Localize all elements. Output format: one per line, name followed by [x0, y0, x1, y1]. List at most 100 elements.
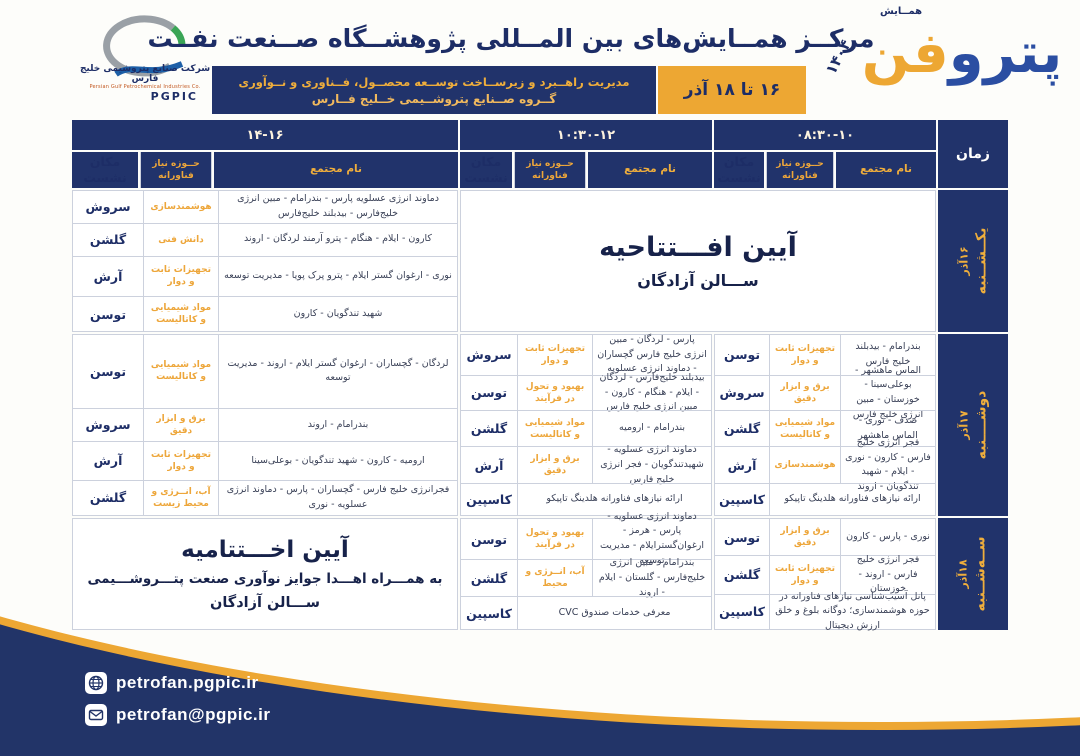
subheader-1416: نام مجتمع حــوزه نیاز فناورانه مکان نشست — [72, 152, 458, 188]
need-cell: مواد شیمیایی و کاتالیست — [143, 335, 219, 408]
venue-cell: سروش — [719, 385, 765, 401]
table-row: لردگان - گچساران - ارغوان گستر ایلام - ا… — [73, 335, 457, 408]
venue-cell: توسن — [470, 531, 508, 547]
day-name: ســه‌شــنبه — [973, 536, 989, 612]
col-header-venue: مکان نشست — [460, 152, 512, 188]
need-cell: تجهیزات ثابت و دوار — [143, 442, 219, 480]
venue-cell: گلشن — [470, 570, 508, 586]
complex-cell: فجر انرژی خلیج فارس - اروند - خوزستان — [856, 553, 920, 595]
need-cell: بهبود و تحول در فرآیند — [517, 519, 593, 560]
day-name: یکــشــنبه — [973, 227, 989, 295]
venue-cell: کاسپین — [715, 484, 770, 515]
ceremony-title: آیین اخـــتتامیه — [181, 537, 349, 563]
pgpic-abbr: PGPIC — [150, 90, 198, 103]
petrofan-logo: همــایش ۱۴۰۴ پتروفن — [812, 0, 1074, 118]
table-row: شهید تندگویان - کارون مواد شیمیایی و کات… — [73, 296, 457, 332]
schedule-block-day2-1030: پارس - لردگان - مبین انرژی خلیج فارس گچس… — [460, 334, 712, 516]
schedule-block-day3-0830: نوری - پارس - کارون برق و ابزار دقیق توس… — [714, 518, 936, 632]
venue-cell: آرش — [93, 453, 123, 469]
venue-cell: سروش — [85, 199, 131, 215]
complex-cell: فجرانرژی خلیج فارس - گچساران - پارس - دم… — [226, 484, 450, 510]
need-cell: تجهیزات ثابت و دوار — [143, 256, 219, 297]
venue-cell: گلشن — [89, 490, 127, 506]
table-row: الماس ماهشهر - بوعلی‌سینا - خوزستان - مب… — [715, 365, 935, 420]
date-badge: ۱۶ تا ۱۸ آذر — [658, 66, 806, 114]
subtitle-line1: مدیریت راهــبرد و زیرســاخت توســعه محصـ… — [238, 74, 630, 89]
event-name: پتروفن — [852, 18, 1072, 91]
pgpic-logo: شرکت صنایع پتروشیمی خلیج فارس Persian Gu… — [78, 14, 212, 114]
footer-links: petrofan.pgpic.ir petrofan@pgpic.ir — [85, 672, 270, 726]
col-header-need: حــوزه نیاز فناورانه — [140, 152, 212, 188]
schedule-block-day1-1416: دماوند انرژی عسلویه پارس - بندرامام - مب… — [72, 190, 458, 332]
day-date: ۱۷آذر — [957, 410, 970, 440]
need-cell: هوشمندسازی — [143, 191, 219, 223]
ceremony-subtitle: به همـــراه اهـــدا جوایز نوآوری صنعت پت… — [87, 571, 443, 587]
need-cell: تجهیزات ثابت و دوار — [769, 556, 841, 594]
need-cell: تجهیزات ثابت و دوار — [769, 335, 841, 375]
table-row: فجر انرژی خلیج فارس - اروند - خوزستان تج… — [715, 553, 935, 595]
ceremony-title: آیین افـــتتاحیه — [599, 232, 797, 263]
table-row: فجرانرژی خلیج فارس - گچساران - پارس - دم… — [73, 479, 457, 515]
table-row: بندرامام - ارومیه مواد شیمیایی و کاتالیس… — [461, 410, 711, 447]
event-year: ۱۴۰۴ — [821, 36, 855, 78]
table-row: ارومیه - کارون - شهید تندگویان - بوعلی‌س… — [73, 441, 457, 480]
day-date: ۱۶آذر — [957, 246, 970, 276]
col-header-complex: نام مجتمع — [214, 152, 458, 188]
complex-cell: بندرامام - اروند — [307, 418, 369, 430]
pgpic-name-fa: شرکت صنایع پتروشیمی خلیج فارس — [79, 64, 211, 84]
table-row: بندرامام - مبین انرژی خلیج‌فارس - گلستان… — [461, 557, 711, 598]
venue-cell: گلشن — [89, 232, 127, 248]
day-label-monday: ۱۷آذر دوشــــنبه — [938, 334, 1008, 516]
table-row: دماوند انرژی عسلویه - شهیدتندگویان - فجر… — [461, 444, 711, 485]
venue-cell: سروش — [466, 347, 512, 363]
venue-cell: آرش — [474, 457, 504, 473]
col-header-complex: نام مجتمع — [836, 152, 936, 188]
time-block-0830: ۰۸:۳۰-۱۰ — [714, 120, 936, 150]
need-cell: مواد شیمیایی و کاتالیست — [517, 411, 593, 447]
table-row: نوری - پارس - کارون برق و ابزار دقیق توس… — [715, 519, 935, 556]
complex-cell: لردگان - گچساران - ارغوان گستر ایلام - ا… — [227, 357, 449, 384]
globe-icon — [85, 672, 107, 694]
need-cell: بهبود و تحول در فرآیند — [517, 375, 593, 411]
wide-cell: ارائه نیازهای فناورانه هلدینگ تاپیکو — [784, 493, 921, 505]
venue-cell: کاسپین — [461, 484, 518, 515]
day-name: دوشــــنبه — [973, 390, 989, 460]
need-cell: برق و ابزار دقیق — [517, 447, 593, 484]
need-cell: دانش فنی — [143, 223, 219, 256]
complex-cell: بیدبلند خلیج‌فارس - لردگان - ایلام - هنگ… — [599, 371, 705, 413]
venue-cell: کاسپین — [715, 594, 770, 629]
pgpic-logo-mark — [103, 15, 186, 77]
subheader-0830: نام مجتمع حــوزه نیاز فناورانه مکان نشست — [714, 152, 936, 188]
day-date: ۱۸آذر — [957, 559, 970, 589]
venue-cell: توسن — [723, 529, 761, 545]
need-cell: مواد شیمیایی و کاتالیست — [769, 411, 841, 447]
schedule-table: زمان ۰۸:۳۰-۱۰ ۱۰:۳۰-۱۲ ۱۴-۱۶ نام مجتمع ح… — [72, 120, 1008, 632]
complex-cell: دماوند انرژی عسلویه - شهیدتندگویان - فجر… — [600, 444, 704, 485]
schedule-block-day2-0830: بندرامام - بیدبلند خلیج فارس تجهیزات ثاب… — [714, 334, 936, 516]
table-row: دماوند انرژی عسلویه - پارس - هرمز - ارغو… — [461, 511, 711, 566]
complex-cell: پارس - لردگان - مبین انرژی خلیج فارس گچس… — [597, 333, 707, 375]
need-cell: آب، انــرژی و محیط — [517, 560, 593, 597]
wide-cell: معرفی خدمات صندوق CVC — [558, 606, 671, 618]
table-row: دماوند انرژی عسلویه پارس - بندرامام - مب… — [73, 191, 457, 223]
col-header-venue: مکان نشست — [714, 152, 764, 188]
schedule-block-day3-1030: دماوند انرژی عسلویه - پارس - هرمز - ارغو… — [460, 511, 712, 630]
complex-cell: نوری - پارس - کارون — [846, 530, 930, 542]
table-row: کارون - ایلام - هنگام - پترو آرمند لردگا… — [73, 222, 457, 256]
website-text: petrofan.pgpic.ir — [116, 673, 259, 692]
complex-cell: بندرامام - مبین انرژی خلیج‌فارس - گلستان… — [598, 557, 706, 598]
need-cell: هوشمندسازی — [769, 447, 841, 484]
pgpic-name-en: Persian Gulf Petrochemical Industries Co… — [89, 84, 201, 90]
table-row: صدف - نوری - الماس ماهشهر مواد شیمیایی و… — [715, 410, 935, 447]
venue-cell: کاسپین — [461, 597, 518, 629]
email-link[interactable]: petrofan@pgpic.ir — [85, 704, 270, 726]
need-cell: آب، انــرژی و محیط زیست — [143, 480, 219, 515]
complex-cell: کارون - ایلام - هنگام - پترو آرمند لردگا… — [244, 233, 432, 245]
venue-cell: آرش — [93, 268, 123, 284]
website-link[interactable]: petrofan.pgpic.ir — [85, 672, 270, 694]
wide-cell: پانل آسیب‌شناسی نیازهای فناورانه در حوزه… — [775, 590, 930, 632]
complex-cell: فجر انرژی خلیج فارس - کارون - نوری - ایل… — [845, 436, 931, 493]
time-block-1030: ۱۰:۳۰-۱۲ — [460, 120, 712, 150]
complex-cell: ارومیه - کارون - شهید تندگویان - بوعلی‌س… — [251, 454, 425, 466]
